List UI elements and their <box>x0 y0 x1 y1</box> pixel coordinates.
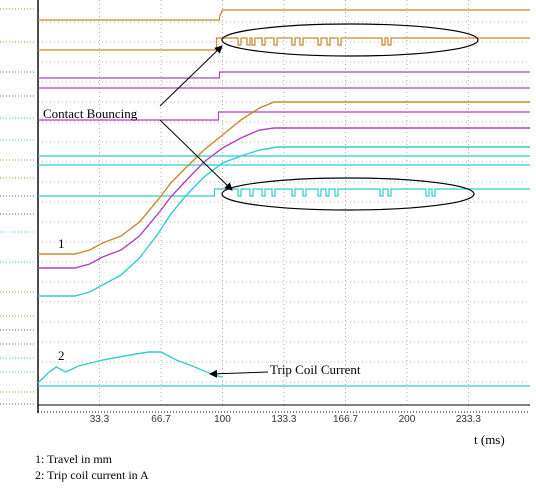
x-tick-label: 33.3 <box>90 414 110 425</box>
bounce-ellipse-bottom <box>221 177 475 211</box>
bouncing-contact-trace <box>38 188 530 197</box>
grid <box>0 0 530 413</box>
trip-coil-arrow <box>209 369 269 378</box>
oscillogram-plot: 33.3 66.7 100 133.3 166.7 200 233.3 <box>0 0 530 425</box>
bounce-arrow-bottom <box>159 119 233 191</box>
x-tick-label: 166.7 <box>333 414 358 425</box>
aux-contact-trace <box>38 71 530 79</box>
contact-bouncing-label: Contact Bouncing <box>43 106 138 121</box>
curve1-label: 1 <box>58 236 65 251</box>
x-tick-label: 200 <box>399 414 416 425</box>
data-series <box>37 101 530 384</box>
annotation-shapes <box>159 23 479 378</box>
x-tick-label: 133.3 <box>271 414 296 425</box>
bounce-ellipse-top <box>221 23 479 57</box>
x-tick-label: 100 <box>214 414 231 425</box>
series-line-2 <box>38 127 530 269</box>
x-tick-labels: 33.3 66.7 100 133.3 166.7 200 233.3 <box>90 414 482 425</box>
legend-trip-coil: 2: Trip coil current in A <box>35 468 149 482</box>
curve2-label: 2 <box>58 348 65 363</box>
trip-coil-current-label: Trip Coil Current <box>270 362 361 377</box>
legend-travel: 1: Travel in mm <box>35 452 113 466</box>
series-line-4 <box>37 351 223 384</box>
x-tick-label: 66.7 <box>151 414 171 425</box>
bounce-arrow-top <box>159 45 223 107</box>
aux-contact-trace <box>38 9 530 21</box>
channel-traces <box>38 9 530 387</box>
bouncing-contact-trace <box>38 37 530 51</box>
aux-contact-trace <box>38 111 530 121</box>
x-axis-label: t (ms) <box>474 432 505 447</box>
x-tick-label: 233.3 <box>456 414 481 425</box>
series-line-3 <box>38 146 530 297</box>
series-line-1 <box>38 101 530 255</box>
